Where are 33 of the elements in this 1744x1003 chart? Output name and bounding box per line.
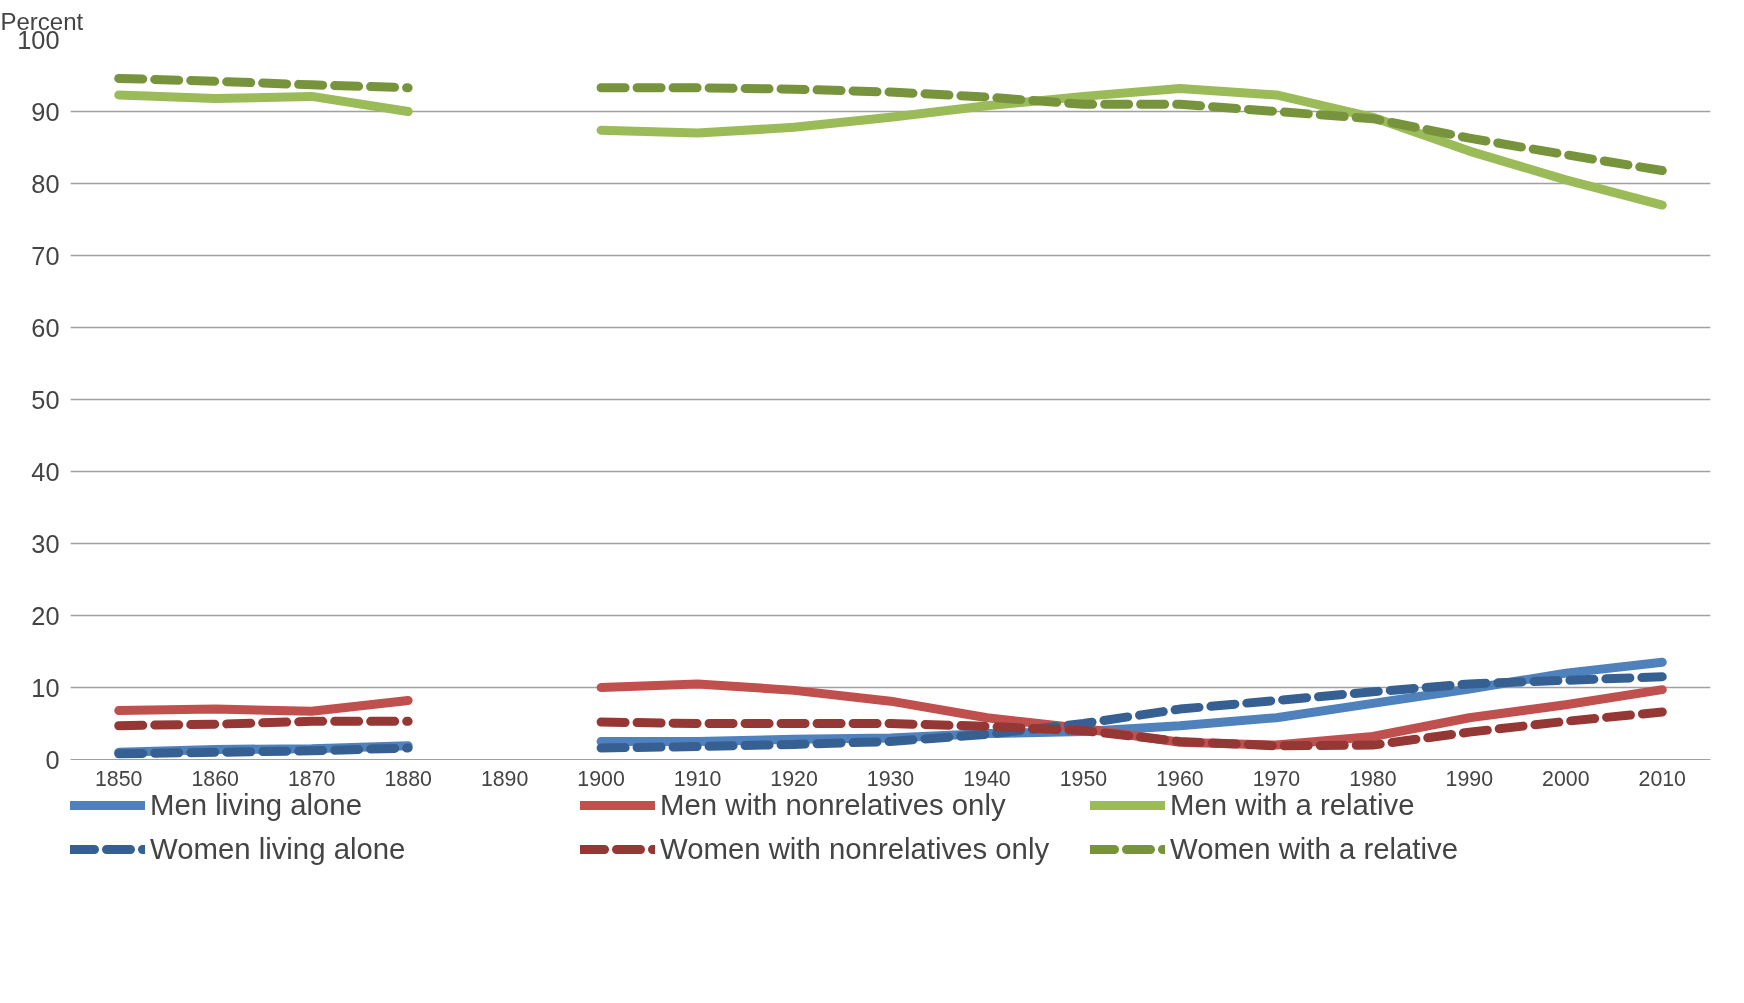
x-tick-label: 1970 [1252, 766, 1301, 791]
y-tick-label: 50 [31, 385, 60, 414]
x-tick-label: 1920 [770, 766, 818, 791]
x-tick-label: 1900 [577, 766, 625, 791]
y-tick-label: 60 [31, 313, 60, 342]
y-tick-label: 20 [31, 601, 60, 630]
x-tick-label: 1880 [384, 766, 433, 791]
legend-label: Men with a relative [1170, 788, 1415, 821]
x-tick-label: 1980 [1349, 766, 1397, 791]
x-tick-label: 1910 [673, 766, 722, 791]
x-tick-label: 1890 [480, 766, 529, 791]
x-tick-label: 1930 [866, 766, 915, 791]
x-tick-label: 1870 [287, 766, 336, 791]
x-tick-label: 1940 [963, 766, 1011, 791]
x-tick-label: 1990 [1445, 766, 1494, 791]
legend-label: Women with nonrelatives only [660, 832, 1051, 866]
x-tick-label: 1850 [95, 766, 143, 791]
y-tick-label: 0 [45, 745, 60, 774]
legend-label: Men with nonrelatives only [660, 788, 1006, 821]
x-tick-label: 1860 [191, 766, 240, 791]
x-tick-label: 2000 [1542, 766, 1590, 791]
y-tick-label: 40 [31, 457, 60, 486]
legend-label: Men living alone [150, 788, 362, 821]
x-tick-label: 1960 [1156, 766, 1204, 791]
y-tick-label: 90 [31, 97, 60, 126]
y-tick-label: 10 [31, 673, 60, 702]
y-tick-label: 80 [31, 169, 60, 198]
legend-label: Women with a relative [1170, 832, 1459, 866]
legend-label: Women living alone [150, 832, 407, 866]
y-tick-label: 30 [31, 529, 60, 558]
x-tick-label: 2010 [1638, 766, 1687, 791]
x-tick-label: 1950 [1059, 766, 1108, 791]
y-tick-label: 70 [31, 241, 60, 270]
